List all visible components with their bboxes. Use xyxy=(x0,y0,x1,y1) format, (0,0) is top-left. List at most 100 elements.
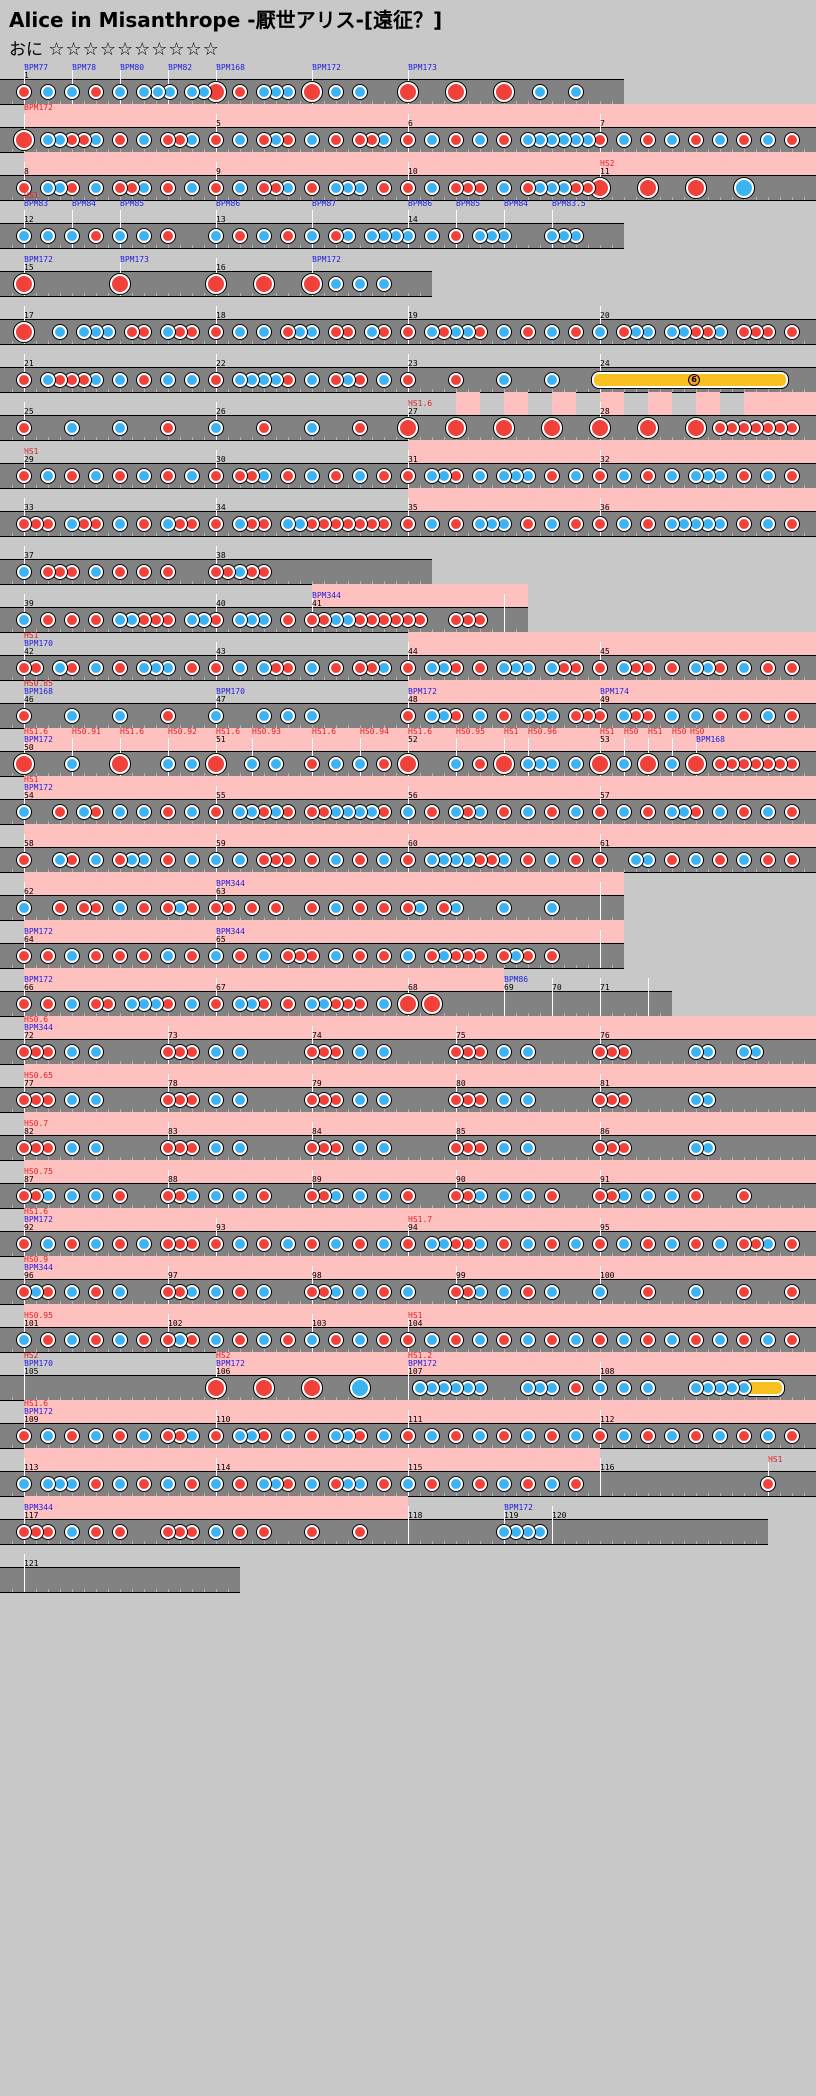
ka-note xyxy=(209,853,223,867)
beat-tick xyxy=(564,1061,565,1064)
beat-tick xyxy=(504,1109,505,1112)
don-note xyxy=(593,469,607,483)
beat-tick xyxy=(48,533,49,536)
beat-tick xyxy=(396,821,397,824)
measure-number: 78 xyxy=(168,1079,178,1088)
ka-note xyxy=(233,373,247,387)
beat-tick xyxy=(180,101,181,104)
ka-note xyxy=(497,373,511,387)
ka-note xyxy=(305,661,319,675)
beat-tick xyxy=(84,965,85,968)
ka-note xyxy=(377,373,391,387)
beat-tick xyxy=(552,1301,553,1304)
lane-bottom-line xyxy=(0,536,816,537)
don-note xyxy=(185,517,199,531)
ka-note xyxy=(617,1237,631,1251)
ka-note xyxy=(377,229,391,243)
beat-tick xyxy=(228,1205,229,1208)
measure-number: 107 xyxy=(408,1367,423,1376)
beat-tick xyxy=(312,869,313,872)
beat-tick xyxy=(672,149,673,152)
beat-tick xyxy=(192,1205,193,1208)
beat-tick xyxy=(72,869,73,872)
beat-tick xyxy=(12,1013,13,1016)
don-note xyxy=(689,1333,703,1347)
don-note xyxy=(401,1189,415,1203)
beat-tick xyxy=(372,485,373,488)
beat-tick xyxy=(84,437,85,440)
beat-tick xyxy=(636,1253,637,1256)
beat-tick xyxy=(636,341,637,344)
beat-tick xyxy=(132,917,133,920)
beat-tick xyxy=(228,197,229,200)
don-note xyxy=(425,805,439,819)
beat-tick xyxy=(792,821,793,824)
beat-tick xyxy=(12,725,13,728)
beat-tick xyxy=(696,677,697,680)
beat-tick xyxy=(744,149,745,152)
beat-tick xyxy=(756,1349,757,1352)
don-note xyxy=(89,1525,103,1539)
beat-tick xyxy=(768,1253,769,1256)
don-note xyxy=(353,949,367,963)
don-note xyxy=(281,997,295,1011)
balloon-count: 6 xyxy=(688,374,700,386)
beat-tick xyxy=(132,245,133,248)
ka-note xyxy=(113,805,127,819)
beat-tick xyxy=(228,917,229,920)
ka-note xyxy=(161,1477,175,1491)
ka-note xyxy=(509,949,523,963)
beat-tick xyxy=(252,725,253,728)
don-note xyxy=(17,853,31,867)
don-note xyxy=(257,997,271,1011)
don-big-note xyxy=(14,754,34,774)
beat-tick xyxy=(180,581,181,584)
beat-tick xyxy=(228,1109,229,1112)
don-note xyxy=(713,709,727,723)
don-note xyxy=(29,1189,43,1203)
beat-tick xyxy=(420,917,421,920)
beat-tick xyxy=(396,101,397,104)
don-note xyxy=(461,805,475,819)
ka-note xyxy=(329,805,343,819)
beat-tick xyxy=(708,1445,709,1448)
hs-band xyxy=(504,392,528,416)
beat-tick xyxy=(348,821,349,824)
beat-tick xyxy=(120,149,121,152)
don-note xyxy=(389,613,403,627)
ka-note xyxy=(257,373,271,387)
beat-tick xyxy=(708,1493,709,1496)
beat-tick xyxy=(228,1445,229,1448)
ka-note xyxy=(521,757,535,771)
beat-tick xyxy=(156,725,157,728)
don-note xyxy=(161,997,175,1011)
beat-tick xyxy=(252,389,253,392)
ka-note xyxy=(641,1381,655,1395)
ka-note xyxy=(557,229,571,243)
ka-note xyxy=(233,853,247,867)
beat-tick xyxy=(420,677,421,680)
beat-tick xyxy=(720,677,721,680)
beat-tick xyxy=(132,1253,133,1256)
beat-tick xyxy=(492,1013,493,1016)
beat-tick xyxy=(432,149,433,152)
beat-tick xyxy=(444,1061,445,1064)
beat-tick xyxy=(252,869,253,872)
hs-change-label: HS1 xyxy=(504,727,519,736)
beat-tick xyxy=(252,1205,253,1208)
beat-tick xyxy=(372,1061,373,1064)
beat-tick xyxy=(660,1157,661,1160)
ka-note xyxy=(41,1477,55,1491)
hs-band xyxy=(24,824,816,848)
don-note xyxy=(269,181,283,195)
beat-tick xyxy=(120,965,121,968)
don-big-note xyxy=(398,418,418,438)
beat-tick xyxy=(516,245,517,248)
bpm-change-label: BPM86 xyxy=(408,199,433,208)
don-note xyxy=(665,853,679,867)
beat-tick xyxy=(144,629,145,632)
beat-tick xyxy=(60,485,61,488)
beat-tick xyxy=(708,389,709,392)
beat-tick xyxy=(768,1205,769,1208)
beat-tick xyxy=(204,293,205,296)
